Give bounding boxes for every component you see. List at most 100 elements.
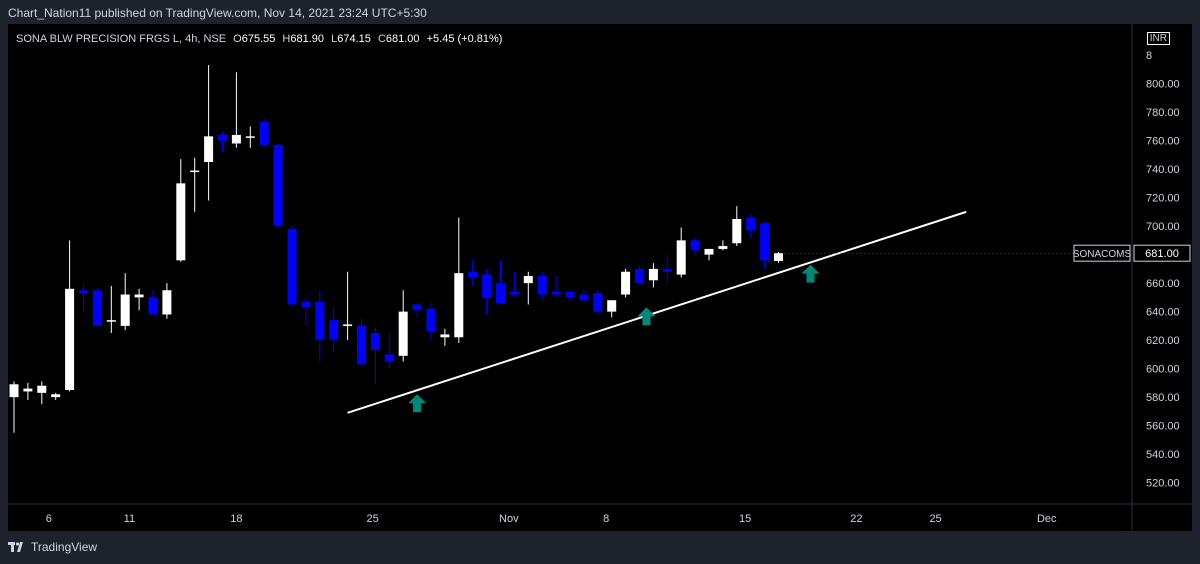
y-tick-label: 560.00 — [1146, 421, 1180, 433]
candle-body — [398, 311, 408, 356]
candle-body — [704, 248, 714, 255]
y-tick-label: 740.00 — [1146, 164, 1180, 176]
candle-body — [537, 276, 547, 295]
y-tick-label: 760.00 — [1146, 136, 1180, 148]
candle-body — [120, 294, 130, 326]
candle-body — [134, 294, 144, 298]
candle-body — [65, 288, 75, 390]
symbol-name: SONA BLW PRECISION FRGS L, 4h, NSE — [16, 33, 227, 45]
candle-body — [273, 144, 283, 227]
ticker-tag-label: SONACOMS — [1073, 249, 1132, 260]
tradingview-logo-icon — [8, 542, 23, 552]
candle-body — [440, 334, 450, 338]
x-tick-label: 18 — [230, 513, 242, 525]
candle-body — [718, 246, 728, 249]
y-tick-label: 660.00 — [1146, 278, 1180, 290]
x-tick-label: 11 — [124, 513, 135, 525]
candle-body — [746, 217, 756, 231]
x-tick-label: 6 — [46, 513, 52, 525]
candle-body — [51, 394, 61, 398]
x-tick-label: 15 — [739, 513, 751, 525]
candle-body — [162, 290, 172, 315]
candle-body — [176, 183, 186, 261]
x-tick-label: Dec — [1037, 513, 1057, 525]
candle-body — [774, 253, 783, 261]
candle-body — [370, 333, 380, 351]
candle-body — [231, 134, 241, 144]
last-price-label: 681.00 — [1145, 248, 1179, 260]
candle-body — [676, 240, 686, 275]
candle-body — [732, 219, 742, 244]
chart-area[interactable]: 520.00 540.00 560.00 580.00 600.00 620.00 640.… — [8, 24, 1192, 531]
ticker-tag-box — [1073, 244, 1131, 262]
tradingview-footer[interactable]: TradingView — [8, 540, 97, 554]
candle-body — [301, 301, 311, 308]
candle-body — [565, 291, 575, 298]
x-tick-label: 22 — [850, 513, 862, 525]
candle-body — [551, 291, 561, 295]
footer-brand: TradingView — [31, 540, 98, 554]
candle-body — [593, 293, 603, 312]
candle-body — [343, 324, 353, 326]
up-arrow-icon — [408, 394, 427, 413]
candle-body — [204, 136, 214, 162]
candle-body — [579, 294, 589, 301]
candle-body — [23, 388, 33, 392]
y-tick-label: 540.00 — [1146, 449, 1180, 461]
candle-body — [190, 170, 200, 173]
candle-body — [315, 301, 325, 341]
currency-badge[interactable]: INR — [1146, 32, 1170, 45]
candle-body — [509, 291, 519, 295]
candle-body — [635, 268, 644, 284]
change-value: +5.45 (+0.81%) — [426, 33, 503, 45]
high-key: H — [282, 33, 291, 45]
low-value: 674.15 — [337, 33, 371, 45]
candle-body — [148, 297, 158, 315]
y-tick-label: 620.00 — [1146, 335, 1180, 347]
y-tick-label: 580.00 — [1146, 392, 1180, 404]
x-tick-label: Nov — [499, 513, 519, 525]
support-trendline — [347, 210, 967, 414]
y-tick-label: 720.00 — [1146, 193, 1180, 205]
y-tick-label: 8 — [1146, 50, 1152, 62]
x-tick-label: 25 — [929, 513, 941, 525]
candle-body — [245, 136, 255, 138]
candle-body — [106, 320, 116, 322]
candle-body — [760, 223, 770, 261]
candle-body — [287, 228, 297, 305]
close-key: C — [377, 33, 386, 45]
candle-body — [79, 290, 88, 294]
candle-body — [329, 320, 339, 341]
candle-body — [482, 274, 492, 298]
last-price-box — [1133, 244, 1191, 262]
candle-body — [648, 268, 658, 281]
candle-body — [662, 268, 672, 272]
candle-body — [412, 304, 422, 311]
candle-body — [454, 273, 464, 338]
candle-body — [523, 276, 533, 284]
x-tick-label: 25 — [366, 513, 378, 525]
x-tick-label: 8 — [603, 513, 609, 525]
candle-body — [37, 385, 47, 393]
candle-body — [218, 134, 227, 141]
y-tick-label: 700.00 — [1146, 221, 1180, 233]
candle-body — [259, 122, 269, 145]
y-tick-label: 520.00 — [1146, 478, 1180, 490]
candle-body — [9, 384, 19, 398]
y-tick-label: 640.00 — [1146, 307, 1180, 319]
candle-body — [426, 308, 436, 332]
y-tick-label: 800.00 — [1146, 79, 1180, 91]
candle-body — [496, 283, 505, 304]
candle-body — [468, 271, 478, 278]
candle-body — [357, 325, 366, 365]
y-tick-label: 780.00 — [1146, 107, 1180, 119]
candle-body — [621, 271, 631, 295]
candle-body — [607, 300, 617, 312]
y-tick-label: 600.00 — [1146, 364, 1180, 376]
low-key: L — [331, 33, 338, 45]
open-key: O — [233, 33, 242, 45]
candle-body — [690, 240, 700, 251]
high-value: 681.90 — [290, 33, 325, 45]
publisher-header: Chart_Nation11 published on TradingView.… — [8, 6, 427, 20]
candle-body — [92, 290, 102, 326]
